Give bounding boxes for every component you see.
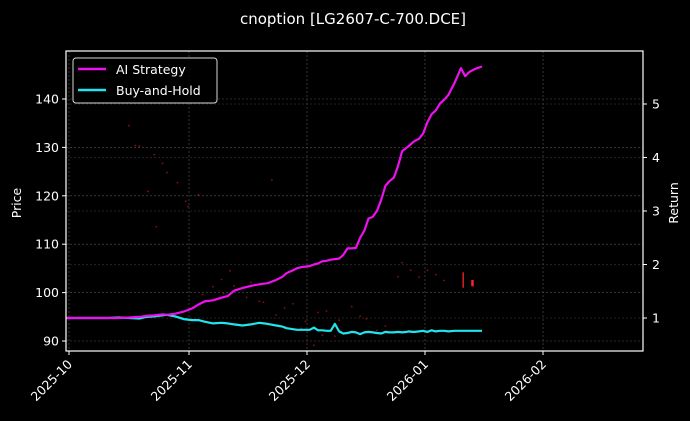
y-tick-label: 140 bbox=[35, 92, 59, 107]
y-tick-label: 110 bbox=[35, 237, 59, 252]
legend-label-buy-and-hold: Buy-and-Hold bbox=[116, 83, 201, 98]
price-bars bbox=[462, 272, 474, 288]
y-tick-label: 90 bbox=[43, 334, 59, 349]
price-scatter-points bbox=[102, 101, 446, 347]
legend: AI Strategy Buy-and-Hold bbox=[72, 57, 218, 104]
chart-title: cnoption [LG2607-C-700.DCE] bbox=[240, 10, 466, 28]
y-axis-label-price: Price bbox=[9, 187, 24, 218]
y2-tick-label: 1 bbox=[652, 311, 660, 326]
y-tick-label: 100 bbox=[35, 285, 59, 300]
y2-tick-label: 3 bbox=[652, 204, 660, 219]
y-axis-right-ticks: 1 2 3 4 5 bbox=[643, 97, 660, 326]
legend-label-ai-strategy: AI Strategy bbox=[116, 62, 186, 77]
series-line bbox=[66, 313, 482, 336]
y-axis-left-ticks: 90 100 110 120 130 140 bbox=[35, 92, 66, 349]
y-tick-label: 120 bbox=[35, 188, 59, 203]
return-series-lines bbox=[66, 65, 483, 336]
y2-tick-label: 5 bbox=[652, 97, 660, 112]
grid-lines bbox=[66, 51, 643, 351]
plot-frame bbox=[65, 50, 644, 352]
y-axis-label-return: Return bbox=[666, 182, 681, 223]
series-line bbox=[66, 65, 483, 320]
legend-box bbox=[72, 57, 218, 104]
y2-tick-label: 4 bbox=[652, 150, 660, 165]
y2-tick-label: 2 bbox=[652, 257, 660, 272]
y-tick-label: 130 bbox=[35, 140, 59, 155]
